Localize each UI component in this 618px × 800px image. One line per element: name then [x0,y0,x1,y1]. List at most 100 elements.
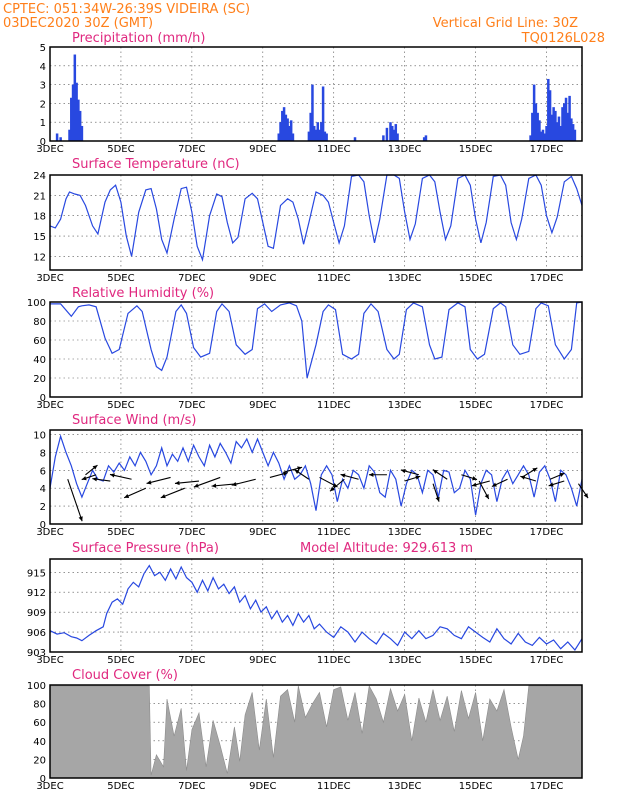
model-altitude-note: Model Altitude: 929.613 m [300,541,473,556]
precipitation-bar [286,118,289,141]
header-station: CPTEC: 051:34W-26:39S VIDEIRA (SC) [3,2,250,17]
pres-xtick-label: 15DEC [459,655,493,666]
precipitation-bar [391,125,394,141]
wind-vector-head [520,475,526,480]
pres-ytick-label: 912 [27,588,46,599]
cloud-frame [49,684,583,779]
wind-xtick-label: 7DEC [178,527,205,538]
wind-vector-head [81,476,87,481]
wind-ytick-label: 4 [40,484,46,495]
precipitation-bar [570,118,573,141]
wind-vector-head [329,486,335,492]
pres-xtick-label: 5DEC [107,655,134,666]
temp-frame [49,174,583,271]
pres-xtick-label: 9DEC [249,655,276,666]
temp-ytick-label: 21 [33,191,46,202]
precipitation-bar [547,78,550,141]
wind-ytick-label: 8 [40,448,46,459]
cloud-cover-area [49,684,583,779]
temp-xtick-label: 7DEC [178,273,205,284]
wind-vector-head [78,516,83,522]
precipitation-bar [573,129,577,141]
temp-ytick-label: 15 [33,232,46,243]
pres-xtick-label: 3DEC [36,655,63,666]
precipitation-bar [318,129,321,141]
precipitation-bar [539,131,543,141]
rh-xtick-label: 11DEC [317,400,351,411]
wind-vector-head [484,494,489,500]
precipitation-bar [80,125,84,141]
precipitation-bar [282,107,286,141]
pres-ytick-label: 903 [27,648,46,659]
wind-vector-head [400,469,406,474]
precipitation-bar [392,129,396,141]
precipitation-bar [571,124,575,141]
wind-vector [193,476,221,488]
precip-xtick-label: 9DEC [249,144,276,155]
pressure-panel: Surface Pressure (hPa) Model Altitude: 9… [27,541,583,666]
rh-xtick-label: 3DEC [36,400,63,411]
header-grid-note: Vertical Grid Line: 30Z [433,16,578,31]
precipitation-bar [289,120,293,141]
wind-vector-head [435,496,440,502]
wind-vector-head [92,477,98,482]
precipitation-bar [422,137,426,141]
precipitation-bar [552,107,555,141]
cloud-xtick-label: 5DEC [107,781,134,792]
precipitation-bar [541,129,545,141]
precip-xtick-label: 3DEC [36,144,63,155]
precipitation-bar [284,114,288,141]
wind-vector-head [532,467,538,473]
wind-vector [67,479,83,522]
precipitation-bar [396,133,399,141]
precipitation-bar [563,103,566,141]
wind-xtick-label: 17DEC [530,527,564,538]
wind-frame [49,429,583,525]
rh-ytick-label: 40 [33,355,46,366]
precipitation-bar [309,112,312,141]
wind-vector-head [472,476,478,481]
precip-xtick-label: 13DEC [388,144,422,155]
temp-xtick-label: 17DEC [530,273,564,284]
pres-ytick-label: 909 [27,608,46,619]
precipitation-bar [68,129,71,141]
cloud-xtick-label: 15DEC [459,781,493,792]
precipitation-bar [279,122,282,141]
wind-vector-head [583,493,589,499]
precip-ytick-label: 1 [40,118,46,129]
precipitation-bar [323,131,327,141]
precipitation-bar [561,107,564,141]
header-model-code: TQ0126L028 [521,31,605,46]
rh-xtick-label: 13DEC [388,400,422,411]
cloud-xtick-label: 9DEC [249,781,276,792]
precipitation-bar [314,129,318,141]
cloud-xtick-label: 11DEC [317,781,351,792]
wind-xtick-label: 13DEC [388,527,422,538]
pres-xtick-label: 7DEC [178,655,205,666]
precip-ytick-label: 2 [40,99,46,110]
precipitation-bar [548,90,552,141]
precipitation-panel: Precipitation (mm/h) 0 1 2 3 4 5 3DEC 5DEC 7DEC 9… [36,31,583,155]
precipitation-bar [78,110,82,141]
precipitation-bar [316,122,320,141]
wind-vector-head [160,494,166,499]
precipitation-bar [321,86,325,141]
precipitation-bar [71,84,75,141]
precip-xtick-label: 17DEC [530,144,564,155]
wind-ytick-label: 0 [40,520,46,531]
rh-series-line [50,301,583,379]
wind-vector-head [282,471,288,476]
temperature-panel: Surface Temperature (nC) 12 15 18 21 24 3DEC 5… [33,157,583,284]
rh-ytick-label: 80 [33,317,46,328]
cloud-cover-title: Cloud Cover (%) [72,668,178,683]
rh-ytick-label: 100 [27,298,46,309]
cloud-xtick-label: 13DEC [388,781,422,792]
precipitation-bar [557,116,561,141]
precipitation-bar [320,122,323,141]
precipitation-bar [325,133,328,141]
wind-vector-head [109,473,115,478]
temp-ytick-label: 18 [33,212,46,223]
wind-title: Surface Wind (m/s) [72,413,196,428]
rh-xtick-label: 9DEC [249,400,276,411]
